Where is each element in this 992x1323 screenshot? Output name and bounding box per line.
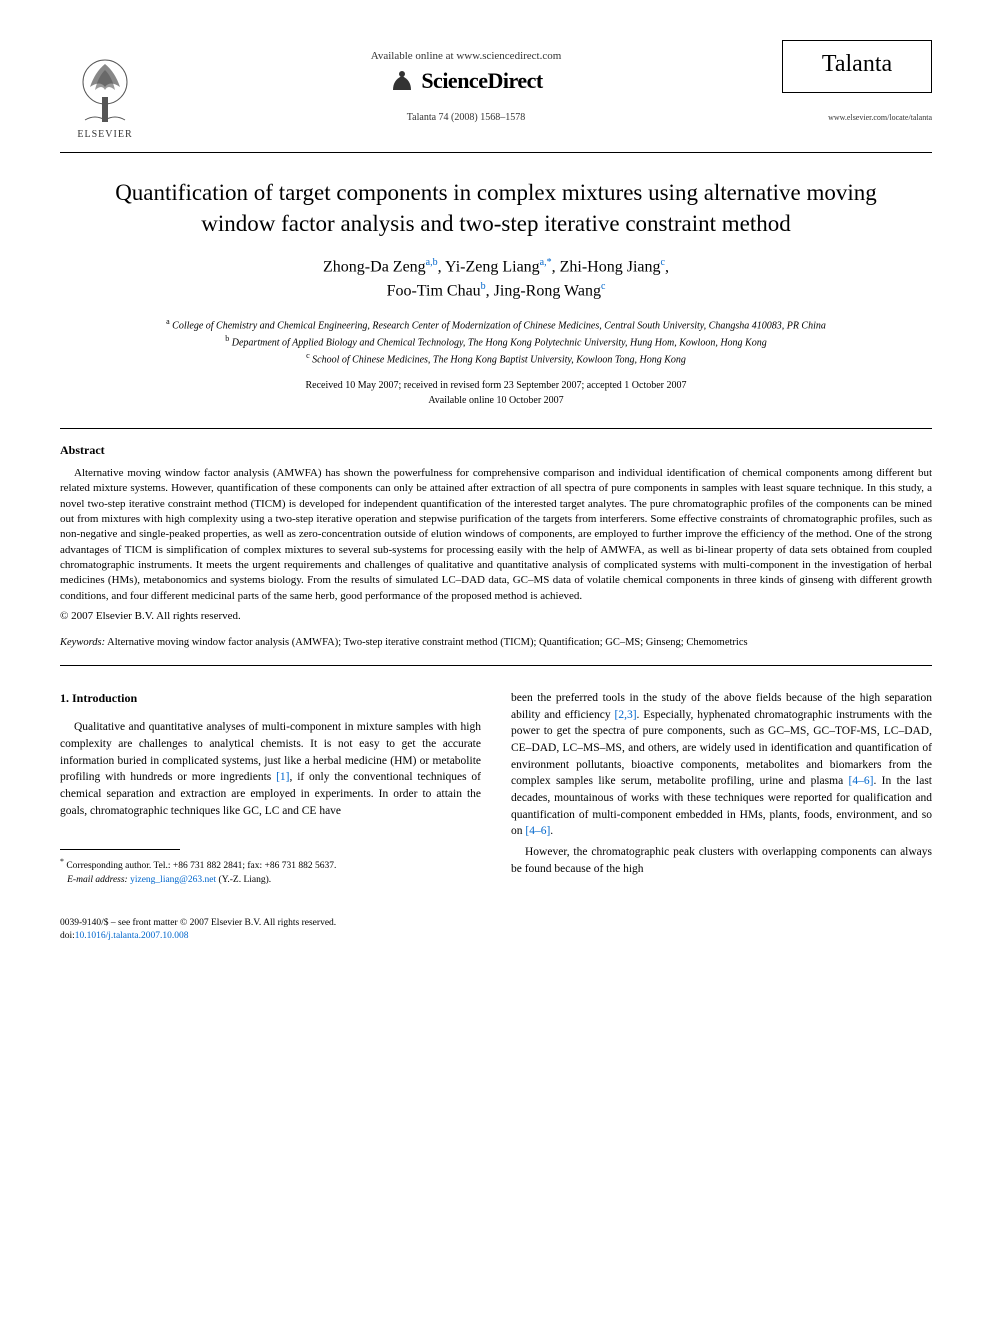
journal-name: Talanta [799, 51, 915, 78]
sciencedirect-text: ScienceDirect [421, 68, 542, 94]
header-divider [60, 152, 932, 153]
affiliation-a: College of Chemistry and Chemical Engine… [172, 320, 826, 331]
header-row: ELSEVIER Available online at www.science… [60, 40, 932, 140]
journal-reference: Talanta 74 (2008) 1568–1578 [150, 112, 782, 123]
authors: Zhong-Da Zenga,b, Yi-Zeng Lianga,*, Zhi-… [60, 255, 932, 304]
abstract-heading: Abstract [60, 443, 932, 458]
sep: , Yi-Zeng Liang [438, 258, 540, 275]
talanta-box: Talanta [782, 40, 932, 93]
affiliations: a College of Chemistry and Chemical Engi… [60, 316, 932, 368]
corr-author-info: Corresponding author. Tel.: +86 731 882 … [66, 862, 336, 872]
abstract-top-divider [60, 428, 932, 429]
sciencedirect-icon [389, 68, 415, 94]
doi-prefix: doi: [60, 931, 75, 941]
journal-brand-box: Talanta www.elsevier.com/locate/talanta [782, 40, 932, 122]
abstract-text: Alternative moving window factor analysi… [60, 466, 932, 605]
keywords: Keywords: Alternative moving window fact… [60, 636, 932, 651]
author-5-affil[interactable]: c [601, 281, 605, 292]
article-dates: Received 10 May 2007; received in revise… [60, 378, 932, 408]
elsevier-tree-icon [70, 52, 140, 127]
footnote-divider [60, 849, 180, 850]
left-column: 1. Introduction Qualitative and quantita… [60, 690, 481, 944]
footer-info: 0039-9140/$ – see front matter © 2007 El… [60, 917, 481, 944]
citation-link-46b[interactable]: [4–6] [525, 825, 550, 837]
rp1-d: . [550, 825, 553, 837]
email-suffix: (Y.-Z. Liang). [219, 875, 272, 885]
sep: , Zhi-Hong Jiang [552, 258, 661, 275]
citation-link-23[interactable]: [2,3] [615, 709, 637, 721]
author-4: Foo-Tim Chau [387, 283, 481, 300]
available-online-text: Available online at www.sciencedirect.co… [150, 50, 782, 62]
email-label: E-mail address: [67, 875, 128, 885]
elsevier-logo: ELSEVIER [60, 40, 150, 140]
dates-line2: Available online 10 October 2007 [428, 395, 563, 406]
keywords-label: Keywords: [60, 637, 105, 648]
dates-line1: Received 10 May 2007; received in revise… [306, 380, 687, 391]
citation-link-46a[interactable]: [4–6] [849, 775, 874, 787]
doi-link[interactable]: 10.1016/j.talanta.2007.10.008 [75, 931, 189, 941]
affiliation-c: School of Chinese Medicines, The Hong Ko… [312, 355, 686, 366]
author-1: Zhong-Da Zeng [323, 258, 426, 275]
email-link[interactable]: yizeng_liang@263.net [130, 875, 216, 885]
abstract-bottom-divider [60, 665, 932, 666]
center-header: Available online at www.sciencedirect.co… [150, 40, 782, 123]
article-title: Quantification of target components in c… [60, 177, 932, 239]
right-paragraph-2: However, the chromatographic peak cluste… [511, 844, 932, 877]
journal-url: www.elsevier.com/locate/talanta [782, 113, 932, 122]
introduction-heading: 1. Introduction [60, 690, 481, 707]
author-2-affil[interactable]: a, [540, 257, 547, 268]
affiliation-b: Department of Applied Biology and Chemic… [232, 337, 767, 348]
footer-line1: 0039-9140/$ – see front matter © 2007 El… [60, 918, 336, 928]
body-two-column: 1. Introduction Qualitative and quantita… [60, 690, 932, 944]
elsevier-label: ELSEVIER [77, 129, 132, 140]
right-column: been the preferred tools in the study of… [511, 690, 932, 944]
sep: , Jing-Rong Wang [486, 283, 601, 300]
corresponding-footnote: * Corresponding author. Tel.: +86 731 88… [60, 856, 481, 887]
keywords-text: Alternative moving window factor analysi… [107, 637, 747, 648]
right-paragraph-1: been the preferred tools in the study of… [511, 690, 932, 840]
abstract-copyright: © 2007 Elsevier B.V. All rights reserved… [60, 610, 932, 622]
author-1-affil[interactable]: a,b [426, 257, 438, 268]
intro-paragraph-1: Qualitative and quantitative analyses of… [60, 719, 481, 819]
citation-link-1[interactable]: [1] [276, 771, 289, 783]
sep: , [665, 258, 669, 275]
sciencedirect-logo: ScienceDirect [150, 68, 782, 94]
